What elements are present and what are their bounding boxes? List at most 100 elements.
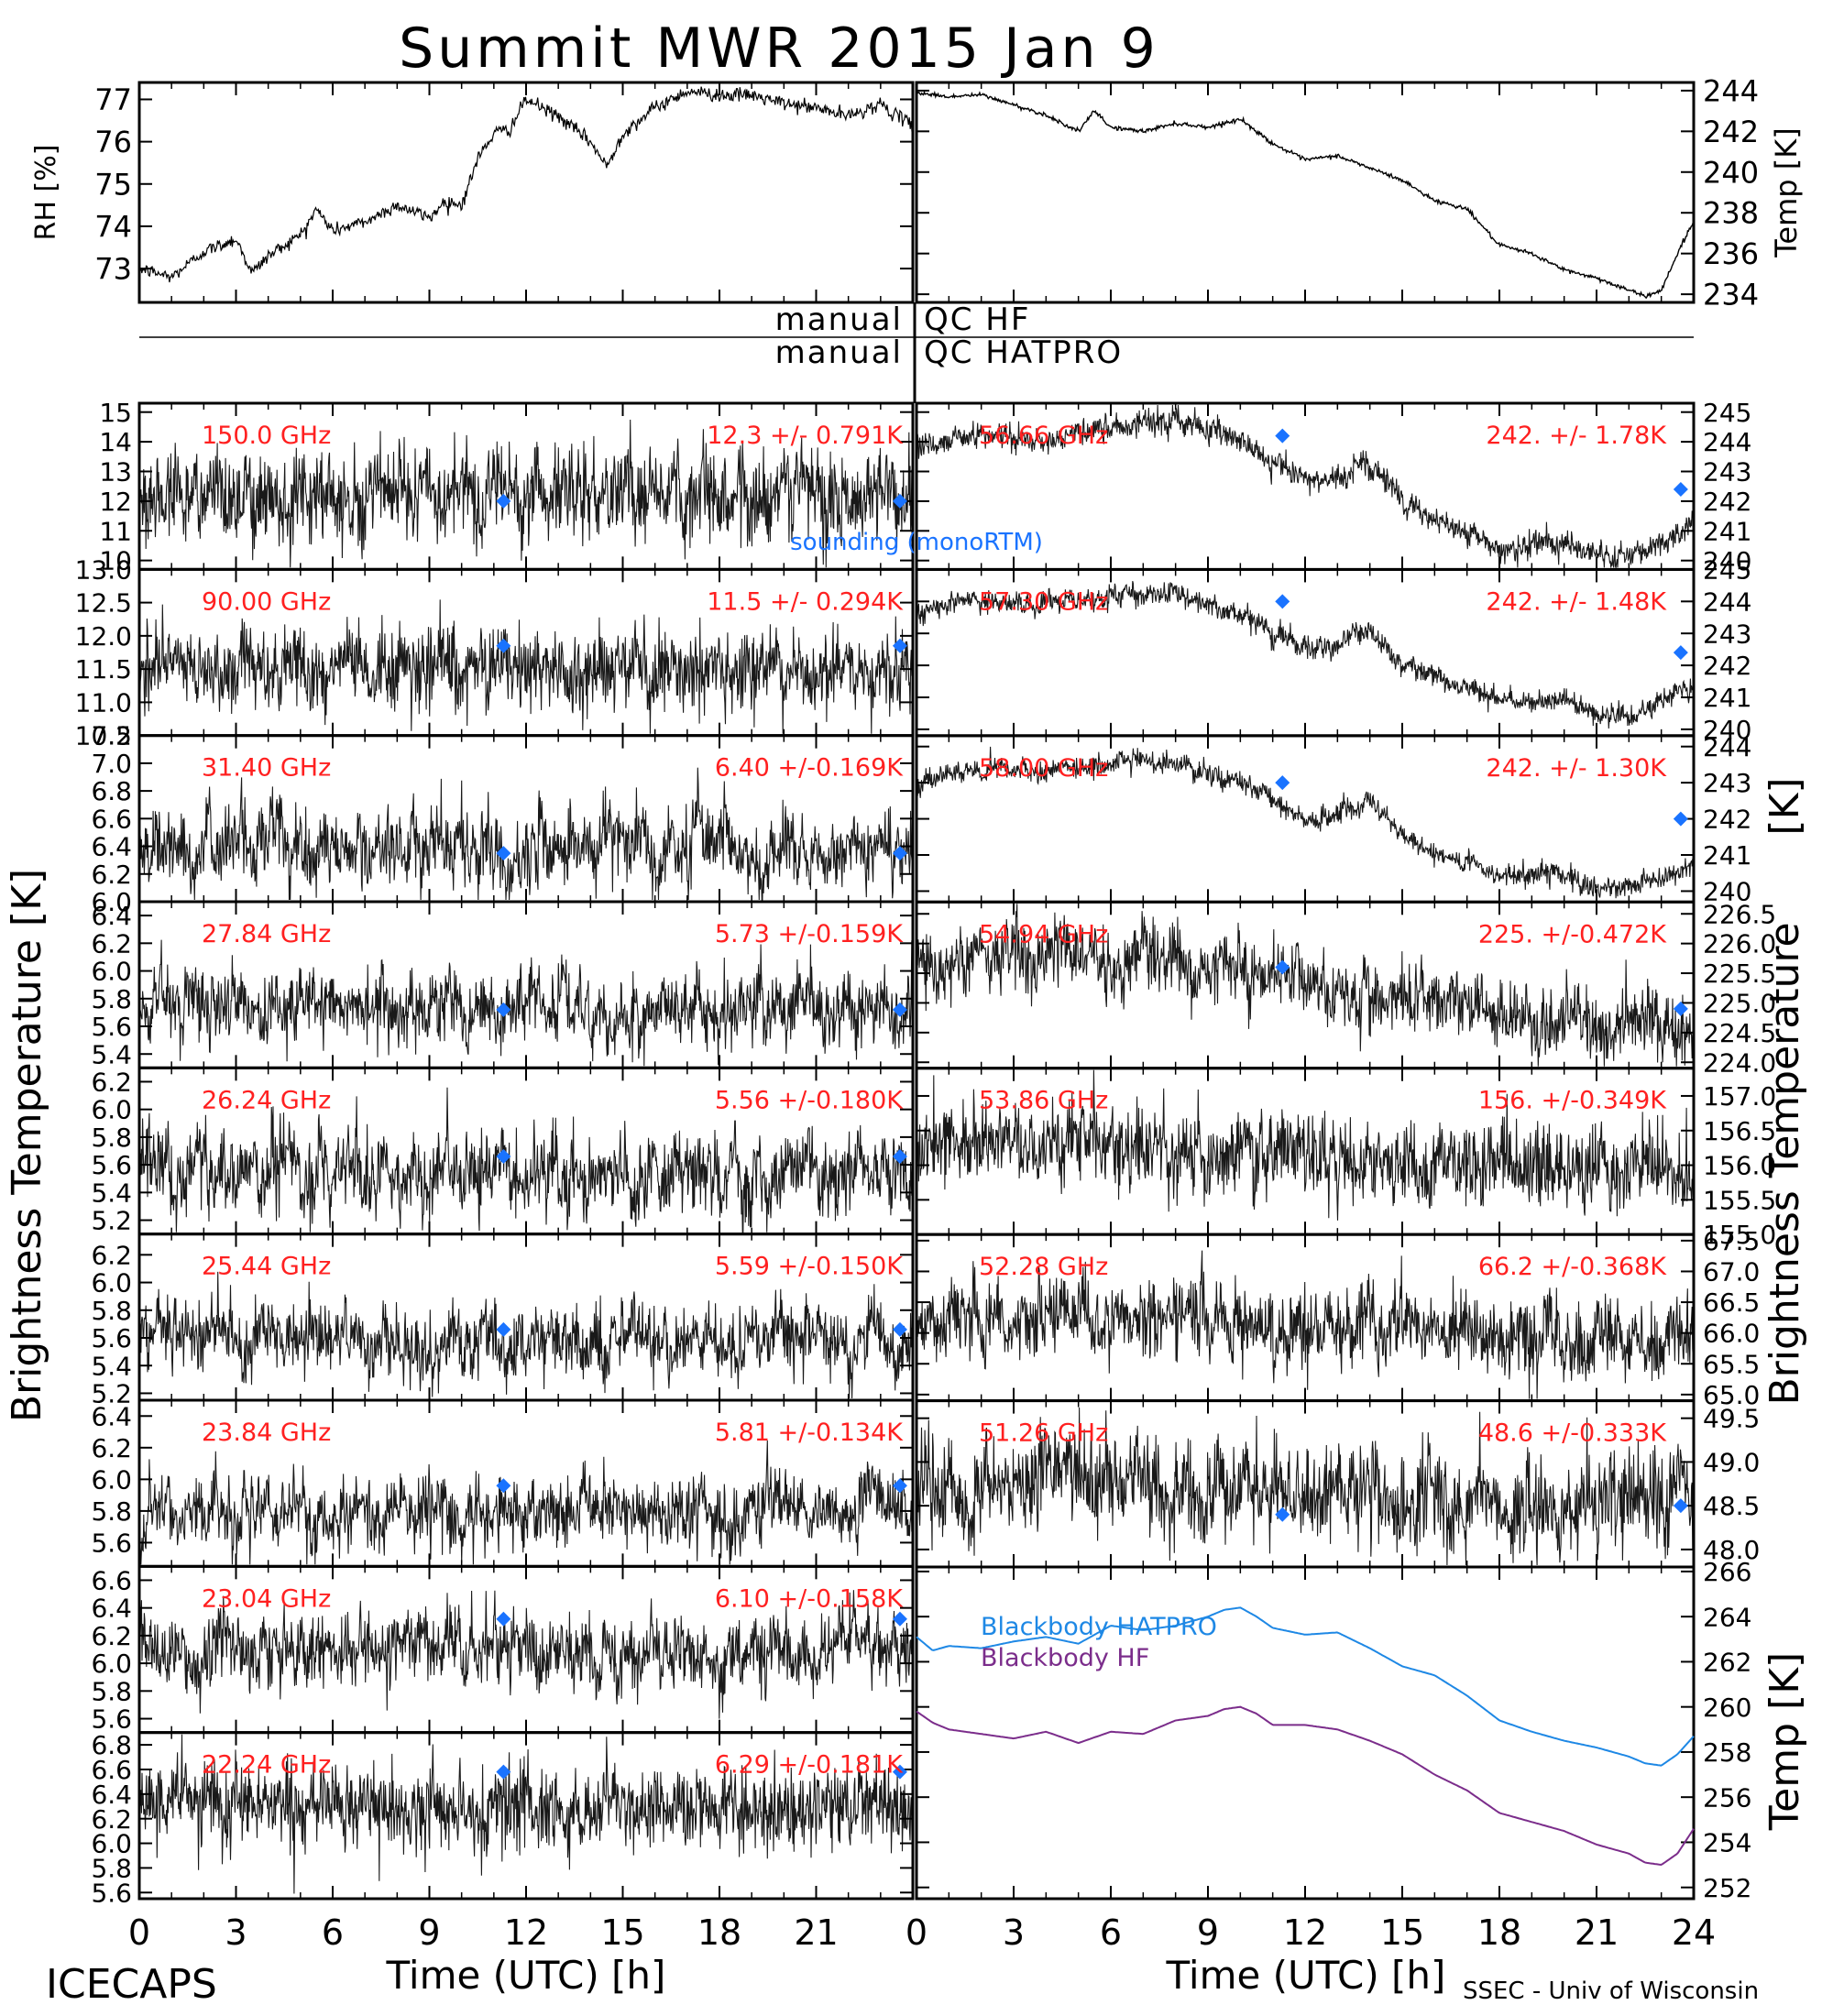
left-series-1 — [138, 599, 914, 734]
rh-panel-frame — [137, 81, 915, 304]
y-tick-label: 5.8 — [91, 1853, 132, 1883]
y-tick-label: 254 — [1703, 1828, 1751, 1858]
freq-label: 58.00 GHz — [979, 754, 1108, 783]
y-tick-label: 5.2 — [91, 1379, 132, 1409]
left-series-8 — [138, 1734, 914, 1894]
y-tick-label: 77 — [94, 82, 132, 117]
stats-label: 6.10 +/-0.158K — [715, 1584, 904, 1613]
y-tick-label: 14 — [99, 427, 132, 457]
blackbody-legend-1: Blackbody HF — [981, 1644, 1149, 1672]
y-tick-label: 73 — [94, 252, 132, 287]
right-series-6 — [916, 1407, 1695, 1566]
y-tick-label: 5.4 — [91, 1351, 132, 1381]
y-tick-label: 12.5 — [75, 588, 132, 619]
x-tick-label: 6 — [322, 1912, 344, 1953]
sounding-marker — [496, 638, 511, 653]
y-tick-label: 6.0 — [91, 1649, 132, 1679]
y-tick-label: 242 — [1703, 805, 1751, 835]
y-tick-label: 48.0 — [1703, 1535, 1760, 1565]
y-tick-label: 243 — [1703, 768, 1751, 798]
freq-label: 25.44 GHz — [202, 1253, 331, 1281]
y-tick-label: 260 — [1703, 1693, 1751, 1723]
y-tick-label: 76 — [94, 125, 132, 159]
y-tick-label: 11.0 — [75, 687, 132, 718]
sounding-marker — [892, 846, 907, 861]
y-tick-label: 5.6 — [91, 1012, 132, 1042]
y-tick-label: 241 — [1703, 840, 1751, 871]
stats-label: 48.6 +/-0.333K — [1478, 1419, 1667, 1448]
x-tick-label: 18 — [1477, 1912, 1521, 1953]
y-tick-label: 240 — [1703, 715, 1751, 745]
sounding-marker — [892, 1611, 907, 1627]
stats-label: 242. +/- 1.78K — [1486, 422, 1667, 450]
qc-hf-label: QC HF — [924, 301, 1030, 338]
y-tick-label: 6.4 — [91, 901, 132, 931]
y-tick-label: 5.8 — [91, 1676, 132, 1706]
freq-label: 53.86 GHz — [979, 1087, 1108, 1115]
freq-label: 26.24 GHz — [202, 1086, 331, 1114]
blackbody-temp-axis-label: Temp [K] — [1762, 1652, 1808, 1831]
rh-series-line — [138, 86, 914, 283]
y-tick-label: 242 — [1703, 651, 1751, 681]
freq-label: 56.66 GHz — [979, 422, 1108, 450]
y-tick-label: 49.5 — [1703, 1404, 1760, 1434]
stats-label: 242. +/- 1.48K — [1486, 587, 1667, 616]
x-tick-label: 3 — [1003, 1912, 1025, 1953]
stats-label: 12.3 +/- 0.791K — [707, 422, 904, 450]
y-tick-label: 224.0 — [1703, 1047, 1776, 1078]
freq-label: 23.84 GHz — [202, 1419, 331, 1447]
blackbody-series-1 — [916, 1705, 1695, 1867]
brightness-temp-axis-label-left: Brightness Temperature [K] — [4, 869, 50, 1422]
y-tick-label: 256 — [1703, 1782, 1751, 1813]
freq-label: 31.40 GHz — [202, 754, 331, 783]
freq-label: 52.28 GHz — [979, 1253, 1108, 1281]
y-tick-label: 224.5 — [1703, 1018, 1776, 1048]
y-tick-label: 6.0 — [91, 887, 132, 917]
sounding-marker — [496, 846, 511, 861]
stats-label: 242. +/- 1.30K — [1486, 754, 1667, 783]
y-tick-label: 236 — [1703, 236, 1759, 271]
left-series-0 — [138, 419, 914, 568]
sounding-marker — [892, 1478, 907, 1494]
x-tick-label: 12 — [1283, 1912, 1327, 1953]
qc-hf-prefix: manual — [775, 301, 903, 338]
y-tick-label: 6.4 — [91, 1594, 132, 1624]
y-tick-label: 6.0 — [91, 1829, 132, 1859]
y-tick-label: 225.0 — [1703, 989, 1776, 1019]
y-tick-label: 264 — [1703, 1602, 1751, 1632]
left-series-5 — [138, 1271, 914, 1399]
y-tick-label: 226.0 — [1703, 929, 1776, 959]
left-series-7 — [138, 1590, 914, 1719]
x-tick-label: 3 — [225, 1912, 247, 1953]
page-title: Summit MWR 2015 Jan 9 — [399, 16, 1159, 81]
y-tick-label: 6.6 — [91, 804, 132, 834]
x-tick-label: 0 — [906, 1912, 927, 1953]
right-series-5 — [916, 1250, 1695, 1399]
y-tick-label: 6.2 — [91, 1240, 132, 1270]
sounding-marker — [496, 1611, 511, 1627]
y-tick-label: 157.0 — [1703, 1081, 1776, 1112]
y-tick-label: 5.2 — [91, 1206, 132, 1236]
y-tick-label: 65.5 — [1703, 1349, 1760, 1379]
sounding-marker — [892, 1321, 907, 1337]
stats-label: 225. +/-0.472K — [1478, 920, 1667, 948]
sounding-marker — [1673, 1498, 1688, 1514]
y-tick-label: 12.0 — [75, 621, 132, 652]
y-tick-label: 5.6 — [91, 1878, 132, 1908]
sounding-marker — [1275, 428, 1290, 444]
y-tick-label: 242 — [1703, 487, 1751, 517]
y-tick-label: 156.0 — [1703, 1151, 1776, 1181]
y-tick-label: 6.0 — [91, 1095, 132, 1125]
y-tick-label: 240 — [1703, 546, 1751, 576]
y-tick-label: 5.8 — [91, 1496, 132, 1527]
left-series-6 — [138, 1440, 914, 1565]
x-tick-label: 9 — [418, 1912, 440, 1953]
blackbody-legend-0: Blackbody HATPRO — [981, 1613, 1217, 1641]
freq-label: 23.04 GHz — [202, 1584, 331, 1613]
qc-hatpro-prefix: manual — [775, 334, 903, 371]
y-tick-label: 13 — [99, 457, 132, 488]
y-tick-label: 5.8 — [91, 984, 132, 1014]
sounding-marker — [496, 493, 511, 509]
stats-label: 6.29 +/-0.181K — [715, 1751, 904, 1780]
right-series-4 — [916, 1069, 1695, 1221]
